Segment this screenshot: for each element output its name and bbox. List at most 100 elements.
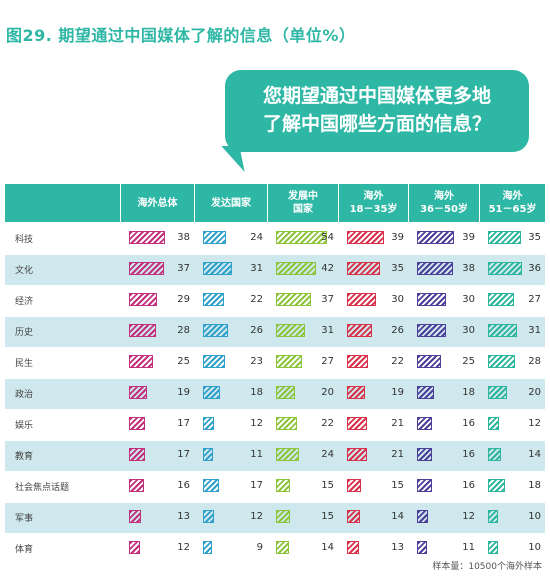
bar (276, 510, 290, 523)
bar (129, 510, 141, 523)
column-header: 海外总体 (120, 184, 194, 222)
category-label: 民生 (15, 359, 34, 369)
data-label: 12 (528, 418, 541, 429)
bar (203, 448, 213, 461)
bar (203, 541, 212, 554)
data-label: 31 (250, 263, 263, 274)
bar (417, 293, 446, 306)
category-label: 历史 (15, 328, 34, 338)
data-label: 17 (250, 480, 263, 491)
data-label: 26 (250, 325, 263, 336)
data-label: 10 (528, 511, 541, 522)
data-label: 16 (462, 449, 475, 460)
bar (347, 479, 361, 492)
column-header: 发达国家 (194, 184, 267, 222)
bar (347, 510, 360, 523)
category-label: 体育 (15, 545, 34, 555)
bar (276, 231, 327, 244)
chart-title: 图29. 期望通过中国媒体了解的信息（单位%） (6, 26, 356, 45)
data-label: 16 (462, 418, 475, 429)
bar (347, 417, 367, 430)
data-label: 38 (177, 232, 190, 243)
data-label: 30 (462, 294, 475, 305)
data-label: 39 (462, 232, 475, 243)
bar (488, 417, 499, 430)
data-label: 22 (391, 356, 404, 367)
column-header-line: 51－65岁 (488, 204, 537, 215)
data-label: 12 (250, 511, 263, 522)
bar (488, 324, 517, 337)
bar (488, 355, 515, 368)
bar (276, 355, 302, 368)
question-bubble: 您期望通过中国媒体更多地 了解中国哪些方面的信息？ (225, 70, 529, 152)
bar (203, 417, 214, 430)
column-header-line: 国家 (293, 204, 313, 215)
bar (347, 386, 365, 399)
data-label: 31 (528, 325, 541, 336)
column-header-line: 发展中 (288, 191, 318, 202)
table-row: 教育 17 11 24 21 16 14 (5, 441, 545, 471)
table-row: 文化 37 31 42 35 38 36 (5, 255, 545, 285)
data-label: 9 (256, 542, 263, 553)
bar (417, 541, 427, 554)
table-row: 军事 13 12 15 14 12 10 (5, 503, 545, 533)
data-label: 14 (321, 542, 334, 553)
bar (417, 324, 446, 337)
column-header-line: 海外 (502, 191, 523, 202)
column-header-line: 发达国家 (211, 197, 251, 209)
data-label: 10 (528, 542, 541, 553)
table-row: 政治 19 18 20 19 18 20 (5, 379, 545, 409)
bar (488, 448, 501, 461)
data-label: 19 (177, 387, 190, 398)
table-row: 体育 12 9 14 13 11 10 (5, 534, 545, 564)
category-label: 科技 (15, 235, 34, 245)
table-header: 海外总体 发达国家 发展中 国家 海外 18－35岁 海外 36－50岁 海外 51－65岁 (5, 184, 545, 222)
sample-size-note: 样本量：10500个海外样本 (432, 562, 542, 572)
column-header: 海外 36－50岁 (408, 184, 479, 222)
column-header-line: 海外总体 (137, 197, 178, 209)
table-row: 历史 28 26 31 26 30 31 (5, 317, 545, 347)
table-row: 经济 29 22 37 30 30 27 (5, 286, 545, 316)
bar (347, 541, 359, 554)
bar (488, 231, 521, 244)
bar (417, 231, 454, 244)
bar (203, 479, 219, 492)
data-label: 30 (391, 294, 404, 305)
bar (488, 386, 507, 399)
bar (129, 541, 140, 554)
column-header: 发展中 国家 (267, 184, 338, 222)
data-label: 35 (391, 263, 404, 274)
bar (417, 448, 432, 461)
data-label: 11 (462, 542, 475, 553)
category-label: 军事 (15, 514, 34, 524)
data-label: 18 (462, 387, 475, 398)
bar (203, 231, 226, 244)
bar (203, 386, 220, 399)
data-label: 21 (391, 449, 404, 460)
data-label: 15 (321, 511, 334, 522)
bar (203, 355, 225, 368)
column-header-line: 18－35岁 (349, 204, 398, 215)
data-label: 36 (528, 263, 541, 274)
data-label: 27 (321, 356, 334, 367)
data-label: 16 (177, 480, 190, 491)
column-header-line: 海外 (363, 191, 384, 202)
data-label: 22 (321, 418, 334, 429)
bar (417, 355, 441, 368)
bar (129, 262, 164, 275)
data-label: 15 (391, 480, 404, 491)
column-header-line: 海外 (434, 191, 454, 202)
data-label: 24 (250, 232, 263, 243)
data-label: 37 (321, 294, 334, 305)
data-label: 11 (250, 449, 263, 460)
data-label: 20 (321, 387, 334, 398)
data-label: 12 (250, 418, 263, 429)
bar (129, 231, 165, 244)
data-label: 23 (250, 356, 263, 367)
bar (203, 262, 232, 275)
data-label: 26 (391, 325, 404, 336)
bar (203, 510, 214, 523)
category-label: 文化 (15, 266, 34, 276)
data-label: 25 (177, 356, 190, 367)
bar (488, 541, 498, 554)
